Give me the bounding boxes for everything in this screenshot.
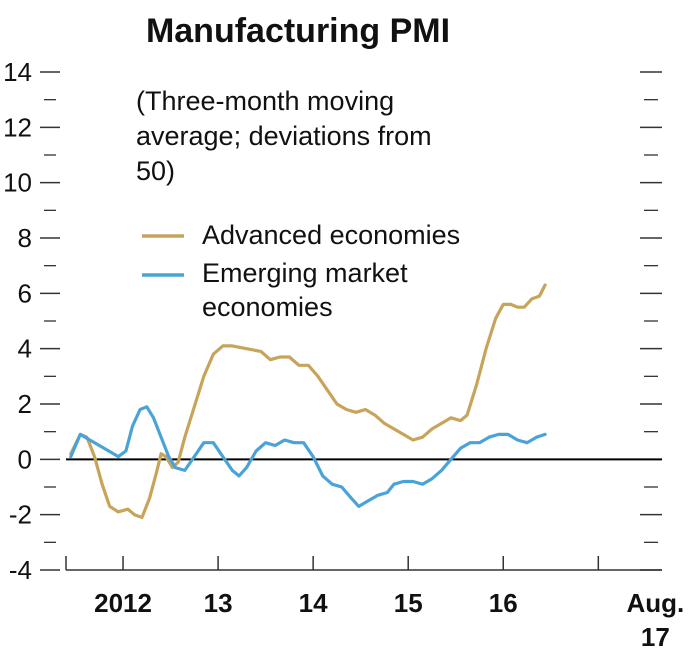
- chart-subtitle: (Three-month moving average; deviations f…: [136, 86, 432, 186]
- series-lines: [69, 283, 547, 519]
- legend-label: Emerging market: [202, 258, 408, 288]
- y-tick-label: 14: [3, 57, 32, 87]
- y-tick-label: -2: [9, 500, 32, 530]
- y-tick-label: 8: [18, 223, 32, 253]
- y-tick-label: 4: [18, 334, 32, 364]
- y-tick-label: 10: [3, 168, 32, 198]
- legend-item: Advanced economies: [142, 220, 460, 250]
- legend-label: Advanced economies: [202, 220, 460, 250]
- chart-subtitle-line: (Three-month moving: [136, 86, 394, 116]
- y-tick-label: 12: [3, 112, 32, 142]
- x-tick-label: 2012: [94, 588, 152, 618]
- legend: Advanced economies Emerging market economi…: [142, 220, 460, 322]
- series-line-advanced-economies: [69, 283, 547, 519]
- y-tick-label: 2: [18, 389, 32, 419]
- legend-label: economies: [202, 292, 333, 322]
- x-tick-label: 14: [299, 588, 328, 618]
- x-tick-label: 16: [489, 588, 518, 618]
- x-tick-label: 17: [641, 622, 670, 650]
- y-tick-label: 0: [18, 444, 32, 474]
- x-axis: 2012 13 14 15 16 Aug. 17: [65, 556, 684, 650]
- chart-subtitle-line: average; deviations from: [136, 121, 432, 151]
- x-tick-label: 13: [204, 588, 233, 618]
- y-tick-label: -4: [9, 555, 32, 585]
- series-line-emerging-market-economies: [69, 405, 547, 508]
- x-tick-label: 15: [394, 588, 423, 618]
- x-tick-label: Aug.: [626, 588, 684, 618]
- chart-title: Manufacturing PMI: [146, 12, 450, 50]
- y-tick-label: 6: [18, 278, 32, 308]
- y-axis: -4 -2 0 2 4 6 8 10 12 14: [3, 57, 662, 585]
- chart-subtitle-line: 50): [136, 156, 175, 186]
- legend-item: Emerging market economies: [142, 258, 408, 322]
